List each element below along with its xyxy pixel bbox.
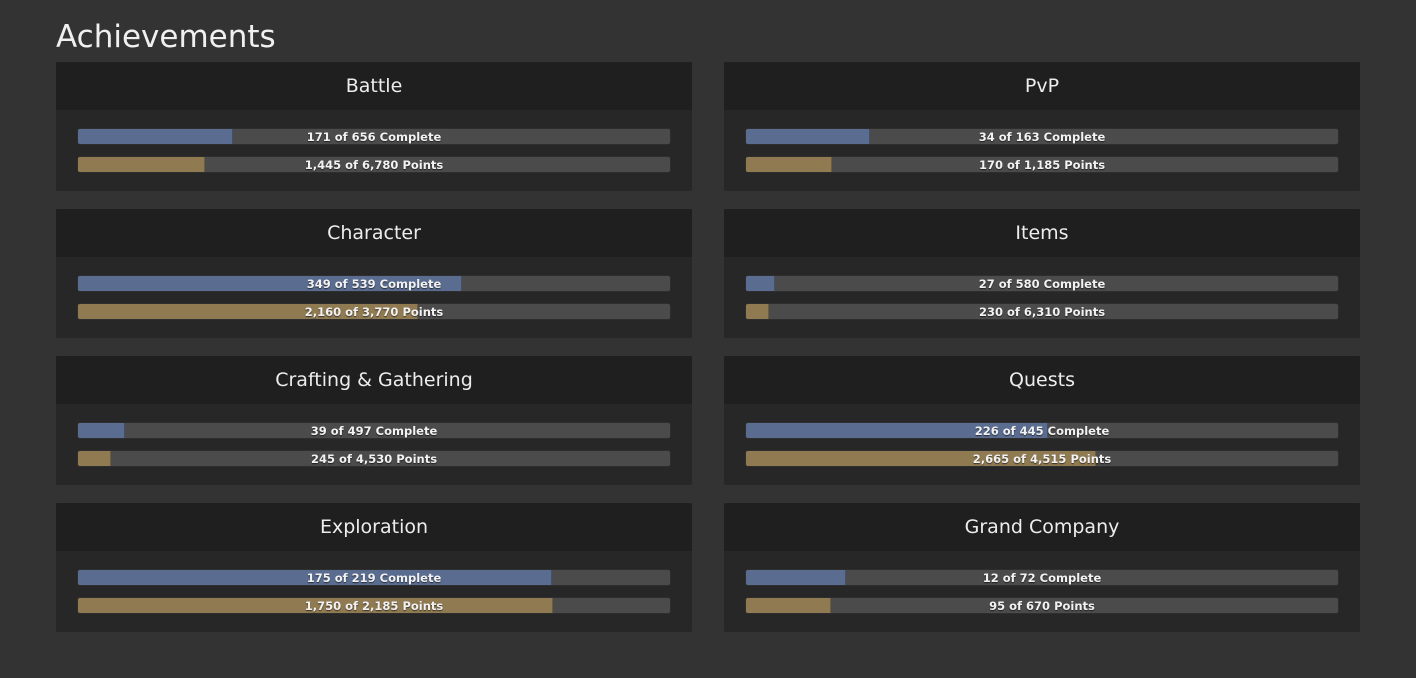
points-progress-bar: 245 of 4,530 Points xyxy=(77,450,671,467)
category-title[interactable]: PvP xyxy=(724,62,1360,110)
complete-progress-label: 226 of 445 Complete xyxy=(974,423,1110,438)
complete-progress-label: 27 of 580 Complete xyxy=(978,276,1106,291)
points-progress-fill xyxy=(78,304,419,319)
points-progress-bar: 170 of 1,185 Points xyxy=(745,156,1339,173)
category-progress: 226 of 445 Complete 2,665 of 4,515 Point… xyxy=(724,404,1360,467)
points-progress-label: 1,445 of 6,780 Points xyxy=(304,157,444,172)
category-card-character[interactable]: Character 349 of 539 Complete 2,160 of 3… xyxy=(56,209,692,338)
category-title[interactable]: Crafting & Gathering xyxy=(56,356,692,404)
complete-progress-fill xyxy=(746,423,1048,438)
category-card-quests[interactable]: Quests 226 of 445 Complete 2,665 of 4,51… xyxy=(724,356,1360,485)
points-progress-bar: 230 of 6,310 Points xyxy=(745,303,1339,320)
complete-progress-bar: 34 of 163 Complete xyxy=(745,128,1339,145)
points-progress-fill xyxy=(746,304,769,319)
complete-progress-label: 39 of 497 Complete xyxy=(310,423,438,438)
complete-progress-bar: 27 of 580 Complete xyxy=(745,275,1339,292)
points-progress-label: 2,160 of 3,770 Points xyxy=(304,304,444,319)
complete-progress-bar: 39 of 497 Complete xyxy=(77,422,671,439)
complete-progress-bar: 175 of 219 Complete xyxy=(77,569,671,586)
points-progress-fill xyxy=(746,157,832,172)
category-card-crafting-gathering[interactable]: Crafting & Gathering 39 of 497 Complete … xyxy=(56,356,692,485)
category-progress: 171 of 656 Complete 1,445 of 6,780 Point… xyxy=(56,110,692,173)
points-progress-label: 2,665 of 4,515 Points xyxy=(972,451,1112,466)
complete-progress-fill xyxy=(78,276,463,291)
page-title: Achievements xyxy=(56,19,276,55)
points-progress-label: 1,750 of 2,185 Points xyxy=(304,598,444,613)
category-progress: 12 of 72 Complete 95 of 670 Points xyxy=(724,551,1360,614)
category-title[interactable]: Exploration xyxy=(56,503,692,551)
complete-progress-label: 12 of 72 Complete xyxy=(982,570,1102,585)
category-title[interactable]: Items xyxy=(724,209,1360,257)
category-title[interactable]: Quests xyxy=(724,356,1360,404)
complete-progress-label: 34 of 163 Complete xyxy=(978,129,1106,144)
points-progress-label: 95 of 670 Points xyxy=(989,598,1095,613)
category-progress: 27 of 580 Complete 230 of 6,310 Points xyxy=(724,257,1360,320)
complete-progress-bar: 171 of 656 Complete xyxy=(77,128,671,145)
complete-progress-fill xyxy=(78,129,234,144)
points-progress-fill xyxy=(746,598,831,613)
points-progress-bar: 2,665 of 4,515 Points xyxy=(745,450,1339,467)
points-progress-label: 230 of 6,310 Points xyxy=(978,304,1106,319)
points-progress-label: 170 of 1,185 Points xyxy=(978,157,1106,172)
achievement-category-grid: Battle 171 of 656 Complete 1,445 of 6,78… xyxy=(56,62,1361,632)
category-card-grand-company[interactable]: Grand Company 12 of 72 Complete 95 of 67… xyxy=(724,503,1360,632)
points-progress-fill xyxy=(78,157,206,172)
category-title[interactable]: Battle xyxy=(56,62,692,110)
complete-progress-bar: 12 of 72 Complete xyxy=(745,569,1339,586)
points-progress-bar: 1,445 of 6,780 Points xyxy=(77,156,671,173)
complete-progress-fill xyxy=(78,423,126,438)
complete-progress-bar: 226 of 445 Complete xyxy=(745,422,1339,439)
points-progress-label: 245 of 4,530 Points xyxy=(310,451,438,466)
points-progress-bar: 95 of 670 Points xyxy=(745,597,1339,614)
points-progress-bar: 1,750 of 2,185 Points xyxy=(77,597,671,614)
category-card-items[interactable]: Items 27 of 580 Complete 230 of 6,310 Po… xyxy=(724,209,1360,338)
complete-progress-fill xyxy=(746,129,871,144)
complete-progress-label: 175 of 219 Complete xyxy=(306,570,442,585)
category-card-battle[interactable]: Battle 171 of 656 Complete 1,445 of 6,78… xyxy=(56,62,692,191)
complete-progress-fill xyxy=(746,276,775,291)
complete-progress-label: 349 of 539 Complete xyxy=(306,276,442,291)
category-card-pvp[interactable]: PvP 34 of 163 Complete 170 of 1,185 Poin… xyxy=(724,62,1360,191)
category-title[interactable]: Character xyxy=(56,209,692,257)
category-progress: 39 of 497 Complete 245 of 4,530 Points xyxy=(56,404,692,467)
complete-progress-label: 171 of 656 Complete xyxy=(306,129,442,144)
category-progress: 349 of 539 Complete 2,160 of 3,770 Point… xyxy=(56,257,692,320)
category-progress: 34 of 163 Complete 170 of 1,185 Points xyxy=(724,110,1360,173)
complete-progress-fill xyxy=(78,570,553,585)
points-progress-bar: 2,160 of 3,770 Points xyxy=(77,303,671,320)
category-progress: 175 of 219 Complete 1,750 of 2,185 Point… xyxy=(56,551,692,614)
complete-progress-bar: 349 of 539 Complete xyxy=(77,275,671,292)
category-title[interactable]: Grand Company xyxy=(724,503,1360,551)
points-progress-fill xyxy=(746,451,1097,466)
points-progress-fill xyxy=(78,598,554,613)
category-card-exploration[interactable]: Exploration 175 of 219 Complete 1,750 of… xyxy=(56,503,692,632)
points-progress-fill xyxy=(78,451,112,466)
complete-progress-fill xyxy=(746,570,846,585)
